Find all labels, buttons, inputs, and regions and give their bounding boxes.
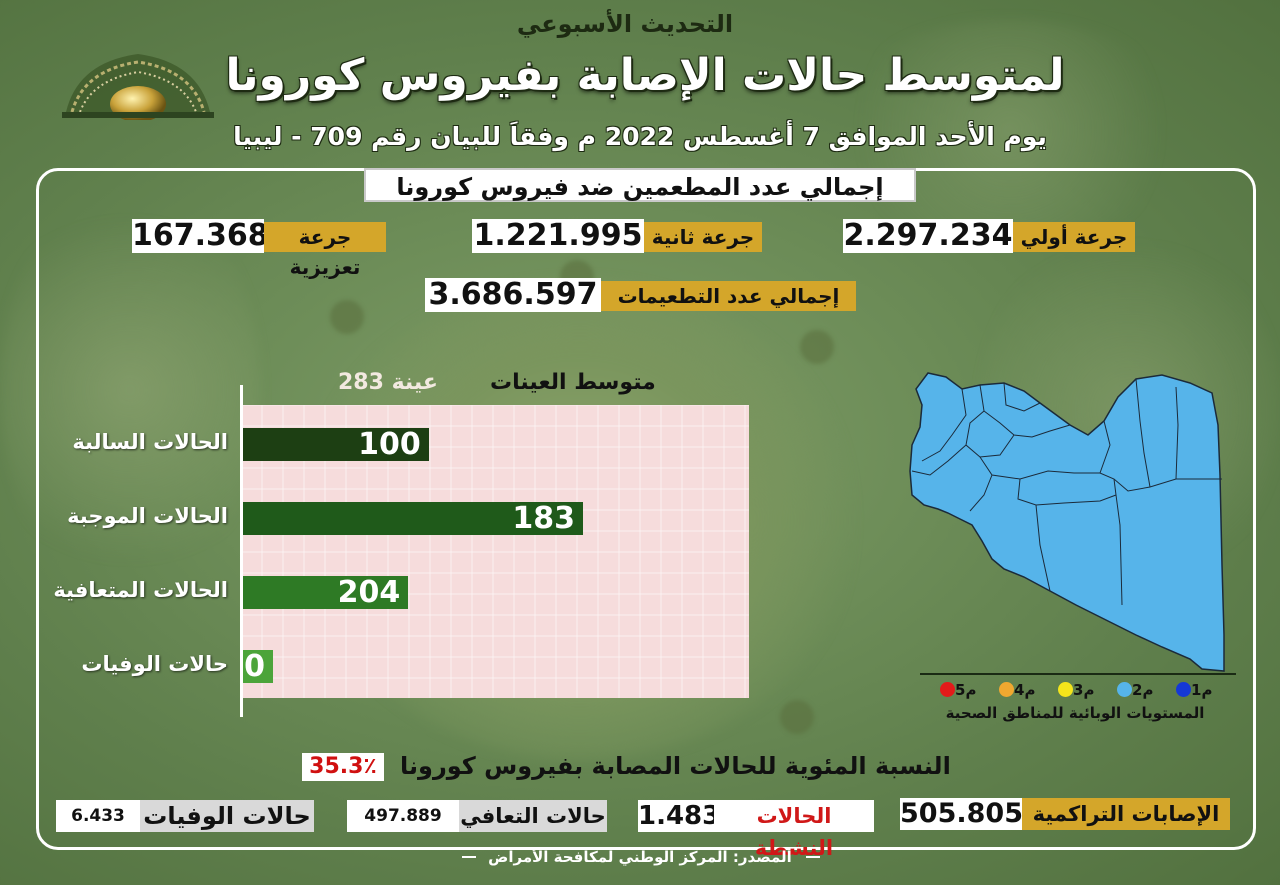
second-dose-label: جرعة ثانية <box>644 222 762 252</box>
legend-label: م5 <box>955 681 977 699</box>
source-line-right <box>806 856 820 858</box>
date-line: يوم الأحد الموافق 7 أغسطس 2022 م وفقاَ ل… <box>233 122 1047 151</box>
legend-item: م5 <box>938 680 976 700</box>
recovered-label: حالات التعافي <box>459 800 607 832</box>
bar-value-label: 0 <box>244 649 265 684</box>
legend-dot-icon <box>1117 682 1132 697</box>
total-vaccinations-label: إجمالي عدد التطعيمات <box>601 281 856 311</box>
booster-dose-label: جرعة تعزيزية <box>264 222 386 279</box>
legend-dot-icon <box>999 682 1014 697</box>
percentage-label: النسبة المئوية للحالات المصابة بفيروس كو… <box>400 752 951 780</box>
bar <box>243 650 273 683</box>
category-label: الحالات السالبة <box>72 430 228 454</box>
background-glow-top <box>820 20 1200 240</box>
second-dose-value: 1.221.995 <box>472 218 644 253</box>
legend-dot-icon <box>1176 682 1191 697</box>
update-label: التحديث الأسبوعي <box>516 10 734 38</box>
legend-item: م1 <box>1174 680 1212 700</box>
page-title: لمتوسط حالات الإصابة بفيروس كورونا <box>225 50 1065 101</box>
active-value: 1.483 <box>638 800 721 832</box>
first-dose-value: 2.297.234 <box>843 218 1013 253</box>
legend-divider <box>920 673 1236 675</box>
virus-spike <box>780 700 814 734</box>
legend-item: م3 <box>1056 680 1094 700</box>
total-vaccinations-value: 3.686.597 <box>425 278 601 312</box>
legend-item: م2 <box>1115 680 1153 700</box>
vaccination-heading: إجمالي عدد المطعمين ضد فيروس كورونا <box>364 168 916 202</box>
deaths-label: حالات الوفيات <box>140 800 314 832</box>
source-note: المصدر: المركز الوطني لمكافحة الأمراض <box>488 848 792 866</box>
category-label: الحالات المتعافية <box>53 578 228 602</box>
virus-spike <box>800 330 834 364</box>
legend-label: م2 <box>1132 681 1154 699</box>
booster-dose-value: 167.368 <box>132 218 269 253</box>
legend-label: م4 <box>1014 681 1036 699</box>
legend-item: م4 <box>997 680 1035 700</box>
bar <box>243 428 429 461</box>
recovered-value: 497.889 <box>347 800 459 832</box>
samples-value: 283 عينة <box>338 370 438 395</box>
bar-value-label: 183 <box>512 501 575 536</box>
libya-map <box>909 372 1225 672</box>
bar <box>243 502 583 535</box>
legend-label: م3 <box>1073 681 1095 699</box>
cumulative-label: الإصابات التراكمية <box>1022 798 1230 830</box>
legend-caption: المستويات الوبائية للمناطق الصحية <box>945 704 1205 722</box>
first-dose-label: جرعة أولي <box>1013 222 1135 252</box>
bar <box>243 576 409 609</box>
percentage-value: 35.3٪ <box>302 753 384 781</box>
deaths-value: 6.433 <box>56 800 140 832</box>
chart-grid <box>240 404 749 698</box>
category-label: حالات الوفيات <box>81 652 228 676</box>
chart-axis <box>240 385 243 717</box>
emblem-logo <box>62 54 214 120</box>
cumulative-value: 505.805 <box>900 798 1023 830</box>
bar-value-label: 204 <box>337 575 401 610</box>
source-line-left <box>462 856 476 858</box>
virus-spike <box>330 300 364 334</box>
samples-title: متوسط العينات <box>490 370 656 395</box>
active-label: الحالات النشطة <box>714 800 874 860</box>
bar-value-label: 100 <box>358 427 421 462</box>
legend-dot-icon <box>1058 682 1073 697</box>
legend-dot-icon <box>940 682 955 697</box>
legend-label: م1 <box>1191 681 1213 699</box>
category-label: الحالات الموجبة <box>67 504 228 528</box>
